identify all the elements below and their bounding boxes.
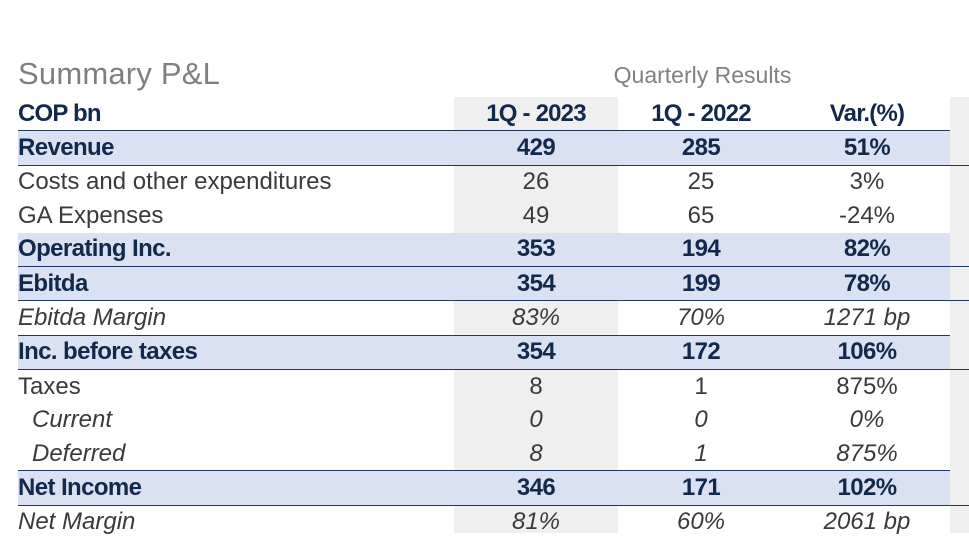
value-1q-2022: 285: [618, 130, 784, 166]
value-1q-2023: 429: [454, 130, 618, 166]
value-1q-2022: 0: [694, 406, 708, 434]
value-1q-2023: 0: [529, 406, 543, 434]
row-revenue: Revenue 429 285 51%: [18, 130, 969, 166]
row-deferred-taxes: Deferred 8 1 875%: [18, 436, 969, 472]
row-operating-income: Operating Inc. 353 194 82%: [18, 232, 969, 267]
row-current-taxes: Current 0 0 0%: [18, 404, 969, 437]
value-1q-2022: 172: [618, 335, 784, 371]
value-1q-2023: 26: [522, 168, 550, 196]
value-1q-2022: 70%: [618, 300, 784, 336]
row-label: GA Expenses: [18, 201, 164, 229]
header-1q-2022: 1Q - 2022: [618, 97, 784, 132]
value-1q-2023: 346: [454, 470, 618, 506]
value-variance: 106%: [784, 335, 950, 371]
value-1q-2023: 81%: [511, 508, 561, 536]
row-label: Operating Inc.: [18, 232, 454, 267]
header-variance: Var.(%): [784, 97, 950, 132]
row-label: Current: [32, 406, 113, 434]
value-variance: 1271 bp: [784, 300, 950, 336]
value-variance: -24%: [838, 201, 896, 229]
row-costs: Costs and other expenditures 26 25 3%: [18, 165, 969, 199]
value-variance: 82%: [784, 232, 950, 267]
value-1q-2022: 199: [618, 266, 784, 302]
value-1q-2022: 25: [687, 168, 715, 196]
row-net-income: Net Income 346 171 102%: [18, 470, 969, 506]
value-1q-2022: 60%: [676, 508, 726, 536]
row-label: Ebitda: [18, 266, 454, 302]
value-1q-2023: 8: [454, 436, 618, 472]
row-label: Revenue: [18, 130, 454, 166]
row-ga-expenses: GA Expenses 49 65 -24%: [18, 199, 969, 232]
header-units: COP bn: [18, 97, 454, 132]
pl-table: COP bn 1Q - 2023 1Q - 2022 Var.(%) Reven…: [18, 97, 969, 539]
row-taxes: Taxes 8 1 875%: [18, 370, 969, 404]
value-1q-2023: 354: [454, 335, 618, 371]
value-variance: 0%: [849, 406, 885, 434]
row-label: Inc. before taxes: [18, 335, 454, 371]
table-header-row: COP bn 1Q - 2023 1Q - 2022 Var.(%): [18, 97, 969, 132]
value-1q-2022: 194: [618, 232, 784, 267]
page-title: Summary P&L: [18, 56, 221, 91]
value-1q-2022: 65: [687, 201, 715, 229]
value-1q-2023: 8: [529, 372, 543, 400]
value-variance: 875%: [836, 372, 898, 400]
row-ebitda-margin: Ebitda Margin 83% 70% 1271 bp: [18, 300, 969, 336]
row-ebitda: Ebitda 354 199 78%: [18, 266, 969, 302]
value-variance: 3%: [849, 168, 885, 196]
header-1q-2023: 1Q - 2023: [454, 97, 618, 132]
value-variance: 102%: [784, 470, 950, 506]
value-1q-2023: 354: [454, 266, 618, 302]
value-1q-2023: 83%: [454, 300, 618, 336]
row-label: Net Margin: [18, 508, 136, 536]
row-label: Net Income: [18, 470, 454, 506]
row-net-margin: Net Margin 81% 60% 2061 bp: [18, 505, 969, 539]
section-subtitle: Quarterly Results: [613, 62, 792, 88]
value-1q-2022: 171: [618, 470, 784, 506]
row-label: Taxes: [18, 372, 81, 400]
value-1q-2022: 1: [694, 372, 708, 400]
value-1q-2023: 353: [454, 232, 618, 267]
row-label: Costs and other expenditures: [18, 168, 332, 196]
row-income-before-taxes: Inc. before taxes 354 172 106%: [18, 335, 969, 371]
value-1q-2023: 49: [522, 201, 550, 229]
value-variance: 51%: [784, 130, 950, 166]
value-1q-2022: 1: [618, 436, 784, 472]
row-label: Deferred: [18, 436, 454, 472]
value-variance: 875%: [784, 436, 950, 472]
row-label: Ebitda Margin: [18, 300, 454, 336]
value-variance: 2061 bp: [823, 508, 911, 536]
right-edge-shading: [950, 97, 969, 533]
value-variance: 78%: [784, 266, 950, 302]
